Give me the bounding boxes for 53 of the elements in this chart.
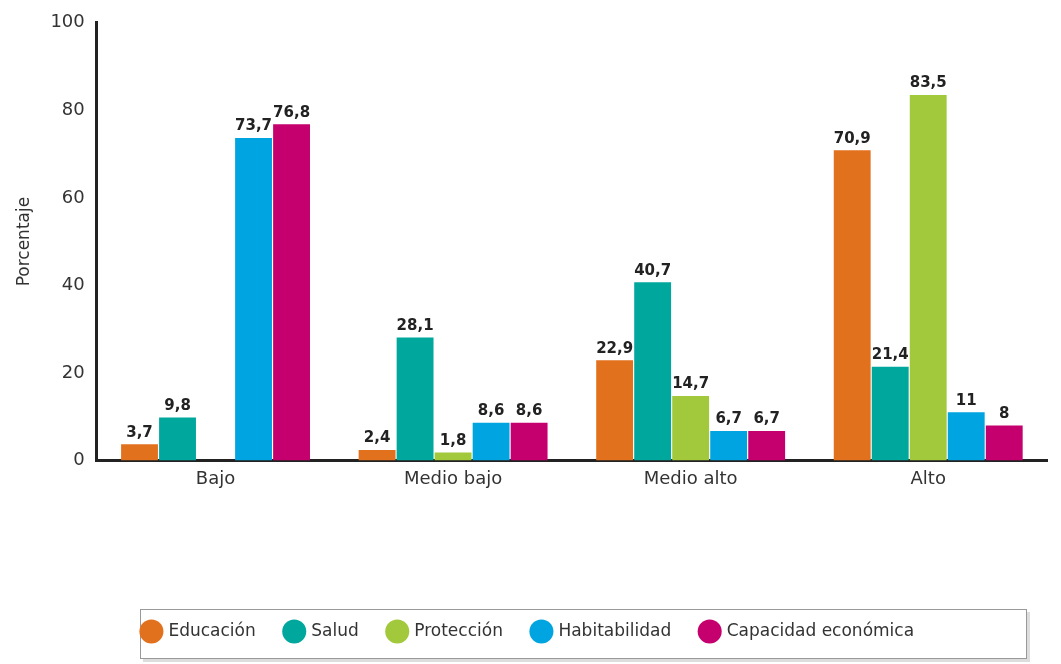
bar bbox=[833, 150, 871, 461]
y-tick-label: 0 bbox=[73, 448, 85, 470]
x-tick-label: Bajo bbox=[195, 466, 236, 488]
data-label: 11 bbox=[955, 390, 977, 409]
data-label: 1,8 bbox=[439, 430, 467, 449]
bar bbox=[121, 444, 158, 461]
legend-label: Educación bbox=[168, 619, 256, 640]
data-label: 2,4 bbox=[363, 428, 391, 447]
y-tick-label: 80 bbox=[61, 97, 85, 119]
x-tick-label: Medio bajo bbox=[403, 466, 503, 488]
y-tick-label: 40 bbox=[61, 273, 85, 295]
bar bbox=[396, 337, 434, 461]
bar bbox=[472, 422, 510, 461]
bar bbox=[909, 95, 947, 461]
legend-label: Protección bbox=[414, 619, 503, 640]
data-label: 9,8 bbox=[164, 395, 191, 414]
x-tick-label: Medio alto bbox=[643, 466, 738, 488]
bar bbox=[235, 137, 272, 461]
data-label: 40,7 bbox=[634, 260, 672, 279]
data-label: 73,7 bbox=[235, 116, 273, 135]
data-label: 83,5 bbox=[909, 73, 947, 92]
data-label: 6,7 bbox=[715, 409, 742, 428]
bar bbox=[510, 422, 548, 461]
data-label: 70,9 bbox=[833, 128, 871, 147]
data-label: 8 bbox=[999, 403, 1010, 422]
legend-label: Habitabilidad bbox=[558, 619, 672, 640]
data-label: 6,7 bbox=[753, 409, 780, 428]
y-axis-title: Porcentaje bbox=[12, 196, 33, 287]
bar bbox=[710, 431, 748, 461]
data-label: 76,8 bbox=[273, 102, 311, 121]
bar bbox=[947, 412, 985, 461]
bar bbox=[871, 366, 909, 461]
legend-label: Capacidad económica bbox=[726, 619, 915, 640]
bar bbox=[273, 124, 310, 461]
data-label: 21,4 bbox=[871, 345, 909, 364]
y-tick-label: 60 bbox=[61, 185, 85, 207]
bar bbox=[672, 396, 710, 461]
y-tick-label: 20 bbox=[61, 360, 85, 382]
bar bbox=[596, 360, 634, 461]
bar bbox=[748, 431, 786, 461]
bar bbox=[358, 449, 396, 461]
y-tick-label: 100 bbox=[50, 10, 85, 32]
data-label: 28,1 bbox=[396, 315, 434, 334]
data-label: 8,6 bbox=[477, 401, 505, 420]
data-label: 8,6 bbox=[515, 401, 543, 420]
bar bbox=[634, 282, 672, 461]
bar bbox=[985, 425, 1023, 461]
bar bbox=[159, 417, 196, 461]
x-tick-label: Alto bbox=[910, 466, 946, 488]
data-label: 14,7 bbox=[672, 374, 710, 393]
legend-label: Salud bbox=[311, 619, 359, 640]
data-label: 22,9 bbox=[596, 338, 634, 357]
data-label: 3,7 bbox=[126, 422, 153, 441]
